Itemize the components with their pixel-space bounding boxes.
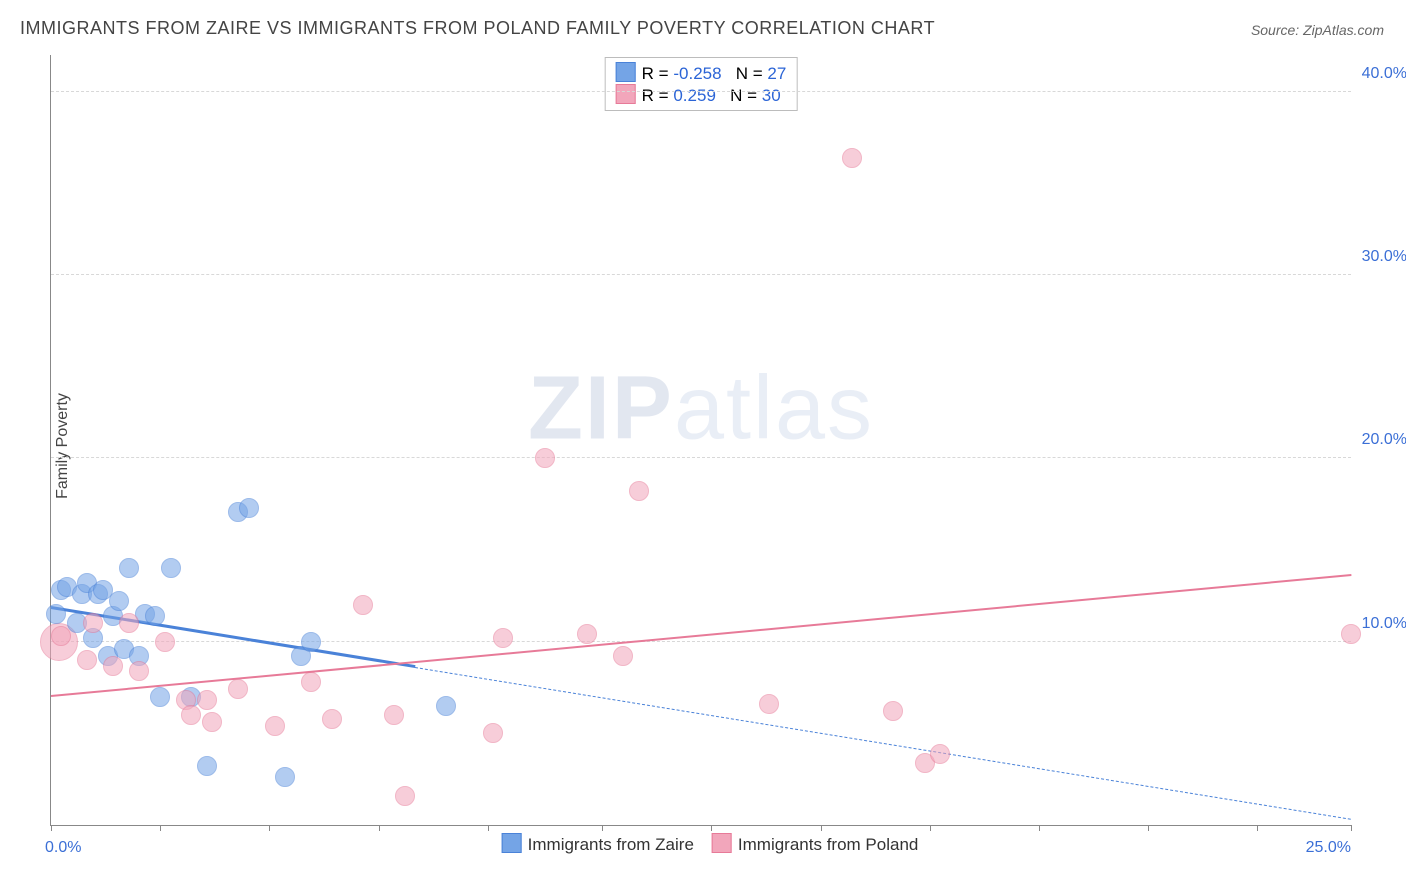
scatter-point-poland — [1341, 624, 1361, 644]
x-tick-label-min: 0.0% — [45, 839, 81, 857]
scatter-point-poland — [202, 712, 222, 732]
scatter-point-poland — [197, 690, 217, 710]
scatter-point-poland — [265, 716, 285, 736]
scatter-point-poland — [613, 646, 633, 666]
scatter-point-zaire — [150, 687, 170, 707]
scatter-point-poland — [930, 744, 950, 764]
scatter-point-poland — [155, 632, 175, 652]
gridline — [51, 274, 1351, 275]
scatter-point-poland — [353, 595, 373, 615]
series-legend: Immigrants from Zaire Immigrants from Pol… — [484, 833, 919, 855]
x-tick — [602, 825, 603, 831]
scatter-point-poland — [103, 656, 123, 676]
x-tick — [821, 825, 822, 831]
trend-line — [415, 667, 1351, 820]
scatter-point-poland — [301, 672, 321, 692]
x-tick — [930, 825, 931, 831]
scatter-point-poland — [629, 481, 649, 501]
scatter-point-poland — [77, 650, 97, 670]
x-tick — [160, 825, 161, 831]
trend-line — [51, 574, 1351, 697]
y-tick-label: 40.0% — [1362, 65, 1406, 83]
scatter-point-poland — [384, 705, 404, 725]
gridline — [51, 91, 1351, 92]
x-tick — [711, 825, 712, 831]
scatter-point-poland — [493, 628, 513, 648]
scatter-point-zaire — [109, 591, 129, 611]
scatter-point-poland — [181, 705, 201, 725]
scatter-point-zaire — [436, 696, 456, 716]
scatter-point-poland — [483, 723, 503, 743]
y-tick-label: 10.0% — [1362, 615, 1406, 633]
legend-label-zaire: Immigrants from Zaire — [528, 835, 694, 854]
x-tick — [488, 825, 489, 831]
scatter-point-zaire — [161, 558, 181, 578]
scatter-point-poland — [577, 624, 597, 644]
gridline — [51, 457, 1351, 458]
chart-title: IMMIGRANTS FROM ZAIRE VS IMMIGRANTS FROM… — [20, 18, 935, 39]
scatter-plot-area: ZIPatlas R = -0.258 N = 27R = 0.259 N = … — [50, 55, 1351, 826]
scatter-point-poland — [119, 613, 139, 633]
scatter-point-poland — [883, 701, 903, 721]
scatter-point-poland — [83, 613, 103, 633]
scatter-point-poland — [395, 786, 415, 806]
x-tick — [379, 825, 380, 831]
scatter-point-zaire — [119, 558, 139, 578]
x-tick — [51, 825, 52, 831]
scatter-point-poland — [129, 661, 149, 681]
x-tick — [1039, 825, 1040, 831]
legend-label-poland: Immigrants from Poland — [738, 835, 918, 854]
y-tick-label: 20.0% — [1362, 431, 1406, 449]
scatter-point-zaire — [145, 606, 165, 626]
scatter-point-zaire — [46, 604, 66, 624]
legend-row-zaire: R = -0.258 N = 27 — [616, 62, 787, 84]
scatter-point-poland — [535, 448, 555, 468]
x-tick — [1148, 825, 1149, 831]
x-tick-label-max: 25.0% — [1306, 839, 1351, 857]
watermark: ZIPatlas — [528, 358, 874, 461]
scatter-point-zaire — [239, 498, 259, 518]
scatter-point-poland — [322, 709, 342, 729]
scatter-point-zaire — [301, 632, 321, 652]
legend-swatch-zaire — [502, 833, 522, 853]
correlation-legend: R = -0.258 N = 27R = 0.259 N = 30 — [605, 57, 798, 111]
scatter-point-zaire — [275, 767, 295, 787]
legend-swatch-poland — [712, 833, 732, 853]
legend-row-poland: R = 0.259 N = 30 — [616, 84, 787, 106]
x-tick — [1257, 825, 1258, 831]
y-tick-label: 30.0% — [1362, 248, 1406, 266]
x-tick — [1351, 825, 1352, 831]
gridline — [51, 641, 1351, 642]
x-tick — [269, 825, 270, 831]
scatter-point-poland — [842, 148, 862, 168]
scatter-point-poland — [228, 679, 248, 699]
scatter-point-poland — [51, 626, 71, 646]
source-attribution: Source: ZipAtlas.com — [1251, 22, 1384, 38]
scatter-point-zaire — [197, 756, 217, 776]
scatter-point-poland — [759, 694, 779, 714]
